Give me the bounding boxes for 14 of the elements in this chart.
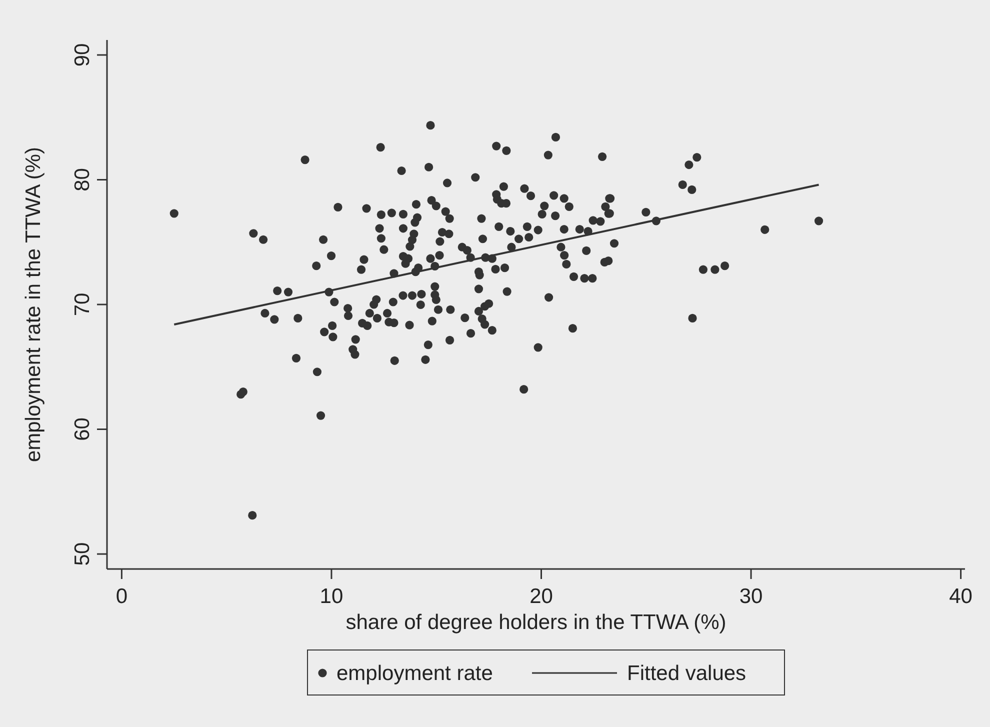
y-tick-label: 70 — [71, 292, 94, 316]
y-tick-label: 50 — [71, 542, 94, 566]
x-tick-label: 20 — [530, 585, 553, 608]
y-axis-title: employment rate in the TTWA (%) — [22, 146, 45, 462]
x-tick-label: 10 — [320, 585, 344, 608]
legend-label: Fitted values — [627, 662, 746, 685]
x-tick-label: 0 — [116, 585, 128, 608]
legend-label: employment rate — [336, 662, 493, 685]
x-axis-title: share of degree holders in the TTWA (%) — [346, 611, 726, 634]
y-tick-label: 90 — [71, 43, 94, 67]
y-tick-label: 60 — [71, 418, 94, 441]
y-tick-label: 80 — [71, 168, 94, 192]
x-tick-label: 30 — [739, 585, 763, 608]
x-tick-label: 40 — [949, 585, 972, 608]
